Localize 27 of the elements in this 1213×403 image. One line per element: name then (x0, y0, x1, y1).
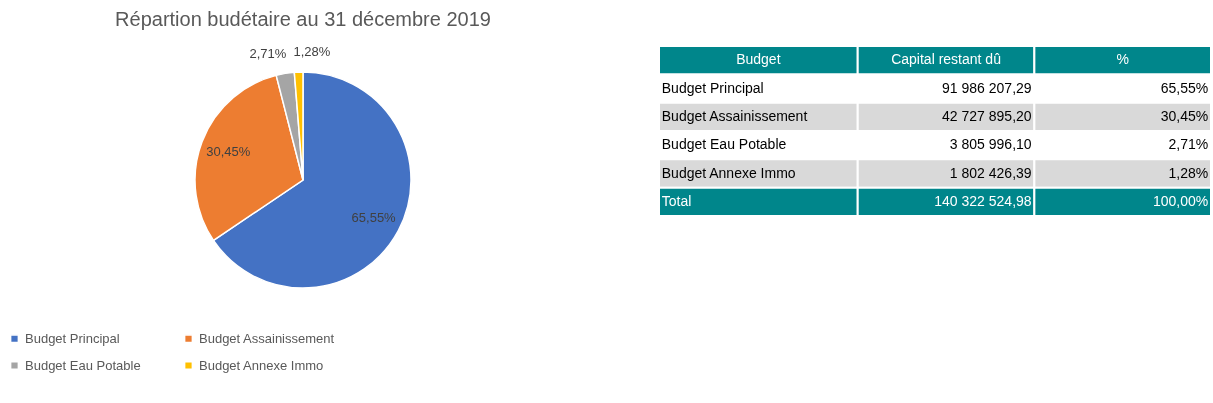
legend-label: Budget Annexe Immo (199, 357, 324, 373)
legend-label: Budget Eau Potable (25, 357, 141, 373)
text: 30,45% (1160, 107, 1209, 124)
text: Total (661, 192, 692, 209)
text: Budget (736, 51, 781, 68)
text: Capital restant dû (891, 51, 1001, 68)
chart-title: Répartion budétaire au 31 décembre 2019 (115, 8, 491, 30)
data-label: 1,28% (293, 44, 331, 60)
text: 2,71% (1168, 136, 1209, 153)
text: Budget Annexe Immo (661, 164, 796, 181)
text: 65,55% (1160, 79, 1209, 96)
text: 1,28% (1168, 164, 1209, 181)
text: 91 986 207,29 (942, 79, 1032, 96)
text: 3 805 996,10 (949, 136, 1032, 153)
text: 42 727 895,20 (942, 107, 1032, 124)
legend-label: Budget Principal (25, 330, 120, 346)
data-label: 65,55% (351, 209, 397, 225)
text: Budget Principal (661, 79, 764, 96)
data-label: 30,45% (206, 143, 251, 159)
text: 100,00% (1152, 192, 1209, 209)
text: % (1116, 51, 1129, 68)
text: Budget Eau Potable (661, 136, 787, 153)
legend-label: Budget Assainissement (199, 330, 335, 346)
text: 140 322 524,98 (934, 192, 1032, 209)
data-label: 2,71% (249, 45, 287, 61)
text: Budget Assainissement (661, 107, 808, 124)
text: 1 802 426,39 (949, 164, 1032, 181)
